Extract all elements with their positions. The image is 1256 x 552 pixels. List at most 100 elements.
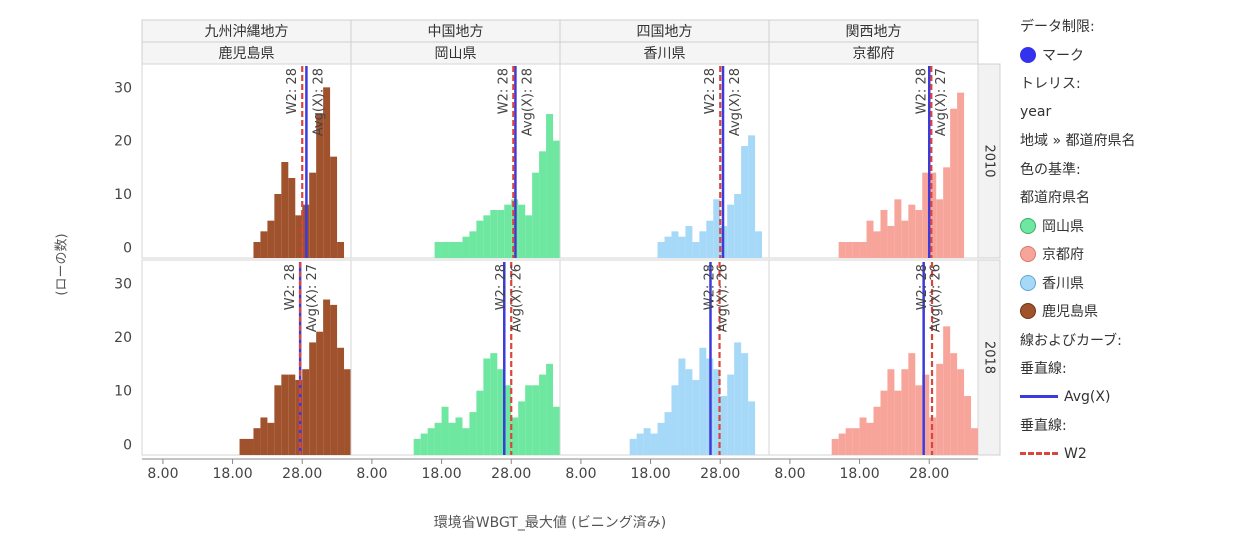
w2-line-label: W2: 28 [915,264,930,310]
histogram-bar [546,114,554,258]
histogram-bar [260,417,268,455]
y-axis-title: (ローの数) [54,233,70,296]
legend-panel: データ制限: マーク トレリス: year 地域 » 都道府県名 色の基準: 都… [1020,12,1250,468]
legend-item[interactable]: 鹿児島県 [1020,297,1250,326]
histogram-bar [922,374,930,455]
histogram-bar [894,199,902,258]
avg-line-label: Avg(X): 27 [305,264,320,332]
histogram-bar [873,231,881,258]
histogram-bar [894,390,902,455]
histogram-bar [852,428,860,455]
legend-item[interactable]: 京都府 [1020,240,1250,269]
histogram-panel: W2: 28 Avg(X): 28 [559,63,770,259]
histogram-bar [838,433,846,455]
histogram-bar [922,172,930,258]
histogram-bar [462,236,470,258]
histogram-bar [699,231,707,258]
region-header-label: 九州沖縄地方 [205,24,289,40]
histogram-bar [253,428,261,455]
histogram-bar [323,299,331,455]
histogram-bar [546,363,554,455]
histogram-bar [950,353,958,455]
histogram-bar [755,231,763,258]
pref-header-label: 京都府 [853,46,895,62]
avg-line-label: Avg(X): 28 [520,68,535,136]
trellis-col-value: 地域 » 都道府県名 [1020,133,1136,150]
histogram-bar [504,204,512,258]
histogram-bar [295,379,303,455]
histogram-bar [413,438,421,455]
histogram-bar [734,342,742,455]
w2-line-label: W2: 28 [285,68,300,114]
color-by-title: 色の基準: [1020,161,1081,178]
histogram-bar [497,210,505,258]
histogram-bar [901,369,909,455]
histogram-bar [490,353,498,455]
legend-color-items: 岡山県 京都府 香川県 鹿児島県 [1020,212,1250,326]
histogram-bar [525,385,533,455]
histogram-bar [838,242,846,258]
histogram-bar [685,226,693,258]
histogram-bar [852,242,860,258]
histogram-bar [483,358,491,455]
histogram-bar [636,433,644,455]
histogram-bar [476,220,484,258]
w2-line-swatch-icon [1020,452,1058,456]
histogram-bar [713,199,721,258]
histogram-bar [448,242,456,258]
x-tick-label: 8.00 [774,466,805,482]
w2-line-label: W2: 28 [914,68,929,114]
legend-item[interactable]: 香川県 [1020,269,1250,298]
region-header-label: 四国地方 [637,24,693,40]
histogram-bar [253,242,261,258]
y-tick-label: 30 [114,276,132,292]
histogram-bar [469,412,477,455]
histogram-panel: W2: 28 Avg(X): 27 [768,63,979,259]
color-by-value: 都道府県名 [1020,190,1090,207]
histogram-bar [490,210,498,258]
histogram-bar [323,87,331,258]
legend-item[interactable]: 岡山県 [1020,212,1250,241]
histogram-bar [246,438,254,455]
x-tick-label: 18.00 [213,466,253,482]
histogram-bar [873,406,881,455]
histogram-bar [671,231,679,258]
year-header-label: 2010 [982,144,997,177]
histogram-bar [532,172,540,258]
y-tick-label: 10 [114,187,132,203]
histogram-bar [699,347,707,455]
histogram-bar [727,374,735,455]
data-limit-title: データ制限: [1020,19,1095,36]
histogram-bar [678,358,686,455]
x-tick-label: 8.00 [565,466,596,482]
histogram-bar [337,242,345,258]
histogram-bar [720,396,728,455]
histogram-bar [281,162,289,258]
histogram-bar [260,231,268,258]
x-tick-label: 28.00 [909,466,949,482]
legend-color-dot-icon [1020,217,1036,234]
histogram-bar [448,422,456,455]
histogram-bar [936,363,944,455]
histogram-bar [476,390,484,455]
legend-line-w2[interactable]: W2 [1020,440,1250,469]
histogram-bar [469,231,477,258]
region-header-label: 関西地方 [846,24,902,40]
histogram-bar [553,140,560,258]
histogram-bar [434,422,442,455]
histogram-bar [908,204,916,258]
legend-line-avg[interactable]: Avg(X) [1020,383,1250,412]
legend-color-dot-icon [1020,303,1036,320]
histogram-bar [309,342,317,455]
histogram-bar [518,204,526,258]
histogram-bar [539,151,547,258]
legend-marker[interactable]: マーク [1020,41,1250,70]
y-tick-label: 0 [123,437,132,453]
histogram-bar [518,401,526,455]
avg-line-label: Avg(X) [1064,388,1111,405]
histogram-bar [908,353,916,455]
histogram-bar [727,204,735,258]
histogram-panel: W2: 28 Avg(X): 28 [350,63,567,259]
vline-title-1: 垂直線: [1020,361,1067,378]
